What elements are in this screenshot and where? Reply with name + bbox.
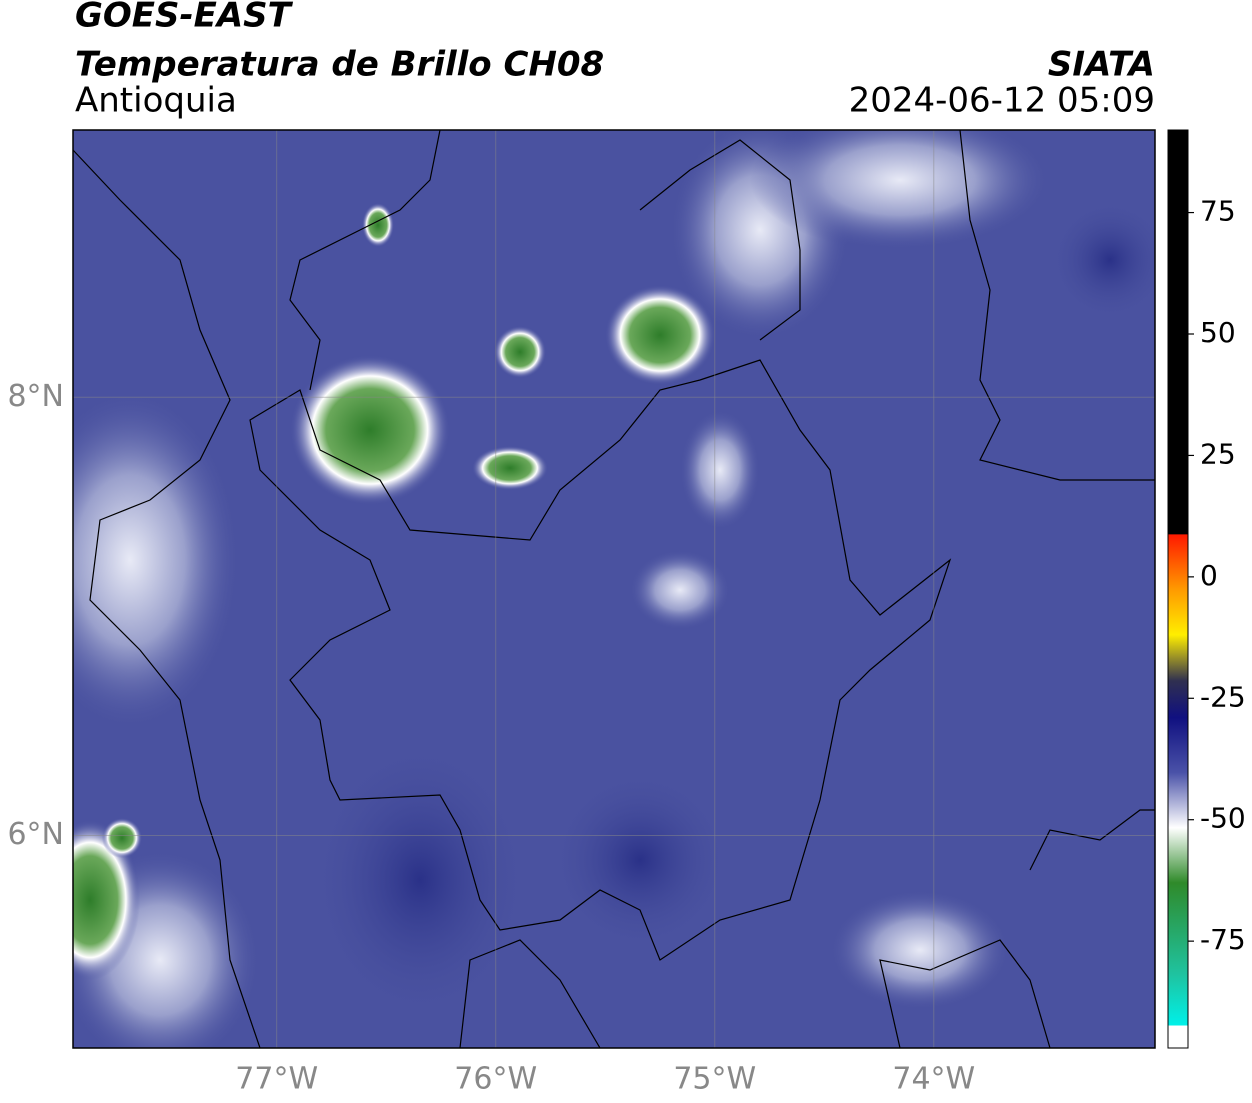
title: GOES-EAST [75, 0, 294, 36]
colorbar-tick-label: 0 [1200, 559, 1218, 592]
colorbar-tick-label: -50 [1200, 802, 1246, 835]
grid [73, 130, 1155, 1048]
x-tick-label: 77°W [235, 1062, 318, 1097]
map-image [73, 130, 1155, 1048]
colorbar [1167, 129, 1189, 1049]
y-tick-label: 8°N [7, 379, 64, 414]
x-tick-label: 75°W [673, 1062, 756, 1097]
x-tick-label: 76°W [454, 1062, 537, 1097]
colorbar-tick-label: -25 [1200, 680, 1246, 713]
source: SIATA [1048, 45, 1155, 85]
colorbar-tick-label: -75 [1200, 923, 1246, 956]
subtitle: Temperatura de Brillo CH08 [75, 45, 604, 85]
colorbar-tick-label: 75 [1200, 195, 1236, 228]
map-frame [72, 129, 1156, 1049]
datetime: 2024-06-12 05:09 [849, 81, 1155, 121]
region: Antioquia [75, 81, 237, 121]
x-tick-label: 74°W [892, 1062, 975, 1097]
colorbar-tick-label: 25 [1200, 437, 1236, 470]
colorbar-tick-label: 50 [1200, 316, 1236, 349]
y-tick-label: 6°N [7, 817, 64, 852]
